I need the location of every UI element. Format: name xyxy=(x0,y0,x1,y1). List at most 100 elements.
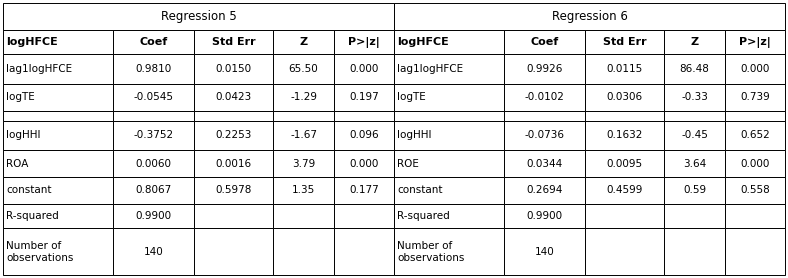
Text: lag1logHFCE: lag1logHFCE xyxy=(397,64,463,74)
Bar xyxy=(195,30,273,54)
Bar xyxy=(394,54,504,84)
Text: Coef: Coef xyxy=(530,37,559,47)
Bar xyxy=(725,54,785,84)
Text: 0.9900: 0.9900 xyxy=(526,211,563,221)
Text: -0.45: -0.45 xyxy=(681,130,708,140)
Bar xyxy=(504,84,585,111)
Bar xyxy=(113,54,195,84)
Bar xyxy=(3,30,113,54)
Bar xyxy=(394,150,504,177)
Text: 0.0115: 0.0115 xyxy=(607,64,643,74)
Bar xyxy=(333,150,394,177)
Text: logHFCE: logHFCE xyxy=(6,37,58,47)
Bar xyxy=(394,3,785,30)
Text: 0.558: 0.558 xyxy=(740,185,770,195)
Text: Regression 6: Regression 6 xyxy=(552,10,627,23)
Text: R-squared: R-squared xyxy=(397,211,450,221)
Bar xyxy=(195,229,273,275)
Text: 0.9926: 0.9926 xyxy=(526,64,563,74)
Text: 0.2694: 0.2694 xyxy=(526,185,563,195)
Text: 0.177: 0.177 xyxy=(349,185,379,195)
Bar xyxy=(3,111,113,121)
Text: -0.3752: -0.3752 xyxy=(134,130,174,140)
Text: 0.9810: 0.9810 xyxy=(136,64,172,74)
Text: 0.0060: 0.0060 xyxy=(136,158,172,168)
Text: -1.29: -1.29 xyxy=(290,92,317,102)
Bar xyxy=(725,229,785,275)
Bar xyxy=(333,177,394,204)
Text: -0.0102: -0.0102 xyxy=(525,92,565,102)
Bar xyxy=(113,229,195,275)
Bar xyxy=(333,30,394,54)
Bar xyxy=(504,30,585,54)
Bar xyxy=(664,111,725,121)
Bar xyxy=(394,229,504,275)
Bar xyxy=(664,150,725,177)
Bar xyxy=(394,30,504,54)
Text: Z: Z xyxy=(690,37,699,47)
Bar xyxy=(273,121,333,150)
Text: 0.59: 0.59 xyxy=(683,185,706,195)
Bar xyxy=(664,121,725,150)
Bar xyxy=(504,177,585,204)
Bar xyxy=(664,177,725,204)
Bar xyxy=(394,204,504,229)
Bar xyxy=(273,177,333,204)
Text: Number of
observations: Number of observations xyxy=(6,241,73,262)
Text: 1.35: 1.35 xyxy=(292,185,315,195)
Bar xyxy=(333,204,394,229)
Text: 0.739: 0.739 xyxy=(740,92,770,102)
Bar xyxy=(3,229,113,275)
Bar xyxy=(195,150,273,177)
Text: 0.000: 0.000 xyxy=(740,64,770,74)
Bar xyxy=(3,3,394,30)
Text: 140: 140 xyxy=(144,247,164,257)
Bar xyxy=(664,30,725,54)
Text: 0.197: 0.197 xyxy=(349,92,379,102)
Text: constant: constant xyxy=(6,185,51,195)
Bar xyxy=(585,84,664,111)
Bar xyxy=(333,121,394,150)
Text: -0.0736: -0.0736 xyxy=(525,130,565,140)
Bar xyxy=(585,54,664,84)
Bar xyxy=(504,111,585,121)
Text: 0.5978: 0.5978 xyxy=(216,185,252,195)
Bar xyxy=(504,229,585,275)
Bar xyxy=(113,30,195,54)
Text: logHHI: logHHI xyxy=(397,130,432,140)
Text: R-squared: R-squared xyxy=(6,211,59,221)
Bar xyxy=(3,54,113,84)
Text: 3.79: 3.79 xyxy=(292,158,315,168)
Text: constant: constant xyxy=(397,185,443,195)
Bar xyxy=(725,30,785,54)
Text: lag1logHFCE: lag1logHFCE xyxy=(6,64,72,74)
Text: 3.64: 3.64 xyxy=(683,158,706,168)
Bar xyxy=(273,204,333,229)
Bar xyxy=(273,150,333,177)
Bar xyxy=(3,150,113,177)
Text: 0.2253: 0.2253 xyxy=(216,130,252,140)
Bar xyxy=(273,229,333,275)
Bar xyxy=(3,204,113,229)
Bar xyxy=(273,30,333,54)
Text: 0.652: 0.652 xyxy=(740,130,770,140)
Text: 0.0423: 0.0423 xyxy=(216,92,252,102)
Text: 0.000: 0.000 xyxy=(740,158,770,168)
Bar xyxy=(195,204,273,229)
Text: 0.0306: 0.0306 xyxy=(607,92,643,102)
Bar xyxy=(113,150,195,177)
Text: 0.096: 0.096 xyxy=(349,130,379,140)
Bar xyxy=(504,121,585,150)
Text: -0.0545: -0.0545 xyxy=(134,92,174,102)
Bar xyxy=(195,177,273,204)
Bar xyxy=(273,84,333,111)
Bar xyxy=(333,229,394,275)
Bar xyxy=(113,121,195,150)
Text: -1.67: -1.67 xyxy=(290,130,317,140)
Text: Number of
observations: Number of observations xyxy=(397,241,464,262)
Bar xyxy=(195,111,273,121)
Bar xyxy=(394,111,504,121)
Bar xyxy=(664,204,725,229)
Bar xyxy=(394,177,504,204)
Text: 0.1632: 0.1632 xyxy=(607,130,643,140)
